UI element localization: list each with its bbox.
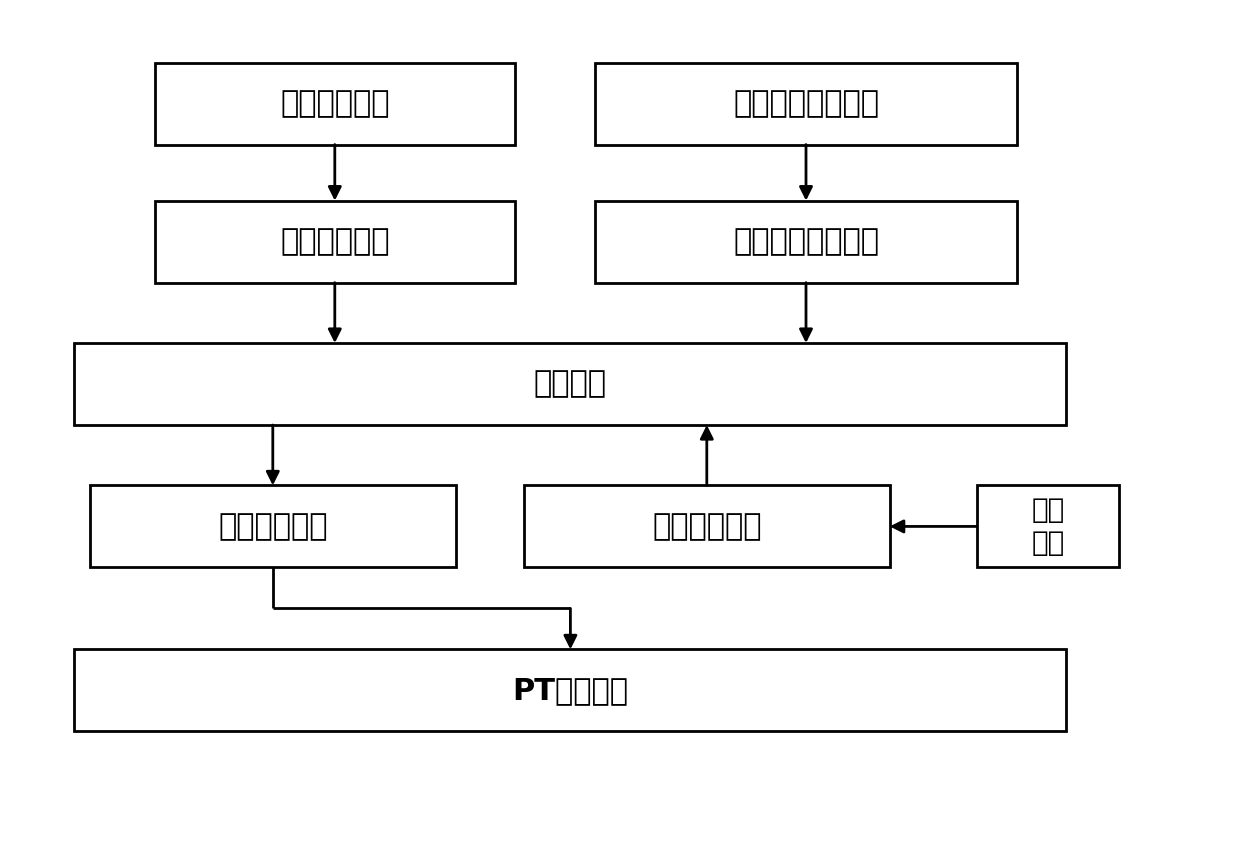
Text: 图像采集部件: 图像采集部件 bbox=[280, 89, 389, 118]
Bar bbox=[523, 486, 890, 568]
Bar bbox=[155, 201, 515, 283]
Text: 方位计算部件: 方位计算部件 bbox=[218, 512, 327, 541]
Text: 方位信息融合部件: 方位信息融合部件 bbox=[733, 227, 879, 256]
Text: 图像融合部件: 图像融合部件 bbox=[280, 227, 389, 256]
Text: 用户
输入: 用户 输入 bbox=[1032, 496, 1064, 557]
Bar bbox=[155, 63, 515, 145]
Text: 输入控制部件: 输入控制部件 bbox=[652, 512, 761, 541]
Bar bbox=[595, 63, 1017, 145]
Bar bbox=[977, 486, 1118, 568]
Text: 方位信息收集部件: 方位信息收集部件 bbox=[733, 89, 879, 118]
Bar bbox=[74, 343, 1066, 425]
Text: PT控制部件: PT控制部件 bbox=[512, 676, 629, 705]
Bar bbox=[595, 201, 1017, 283]
Text: 显示部件: 显示部件 bbox=[534, 369, 606, 399]
Bar bbox=[91, 486, 455, 568]
Bar bbox=[74, 649, 1066, 731]
